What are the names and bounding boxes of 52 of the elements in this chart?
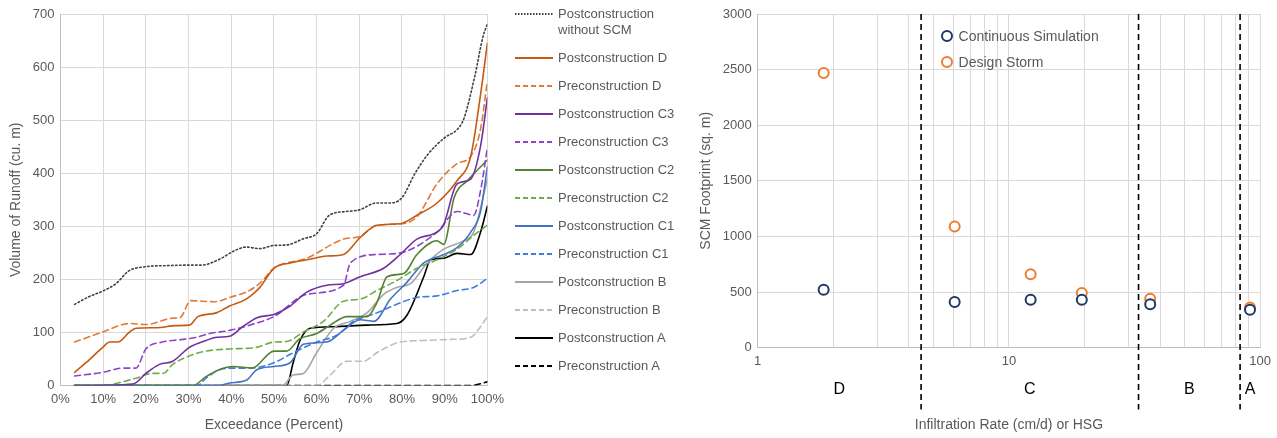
legend-label: Preconstruction C2 — [558, 190, 669, 206]
x-tick-label: 70% — [346, 390, 373, 406]
y-tick-label: 1000 — [722, 227, 752, 243]
legend-label: Preconstruction D — [558, 78, 662, 94]
legend-label: Preconstruction B — [558, 302, 661, 318]
legend-label: Postconstruction C2 — [558, 162, 675, 178]
y-tick-label: 100 — [32, 324, 55, 340]
y-tick-label: 2000 — [722, 116, 752, 132]
x-tick-label: 60% — [303, 390, 331, 406]
y-tick-label: 300 — [32, 217, 55, 233]
y-tick-label: 1500 — [722, 172, 752, 188]
x-tick-label: 50% — [260, 390, 288, 406]
y-axis-title: Volume of Runoff (cu. m) — [7, 122, 24, 278]
y-tick-label: 700 — [32, 5, 55, 21]
y-tick-label: 400 — [32, 164, 55, 180]
legend-label: Postconstruction A — [558, 330, 666, 346]
x-tick-label: 90% — [431, 390, 459, 406]
x-tick-label: 10 — [1001, 352, 1017, 368]
x-tick-label: 30% — [175, 390, 202, 406]
legend-label: Postconstruction B — [558, 274, 667, 290]
x-tick-label: 1 — [754, 352, 762, 368]
text: C — [1024, 380, 1036, 398]
text: D — [833, 380, 846, 398]
legend-label: Postconstruction without SCM — [558, 6, 656, 38]
legend-label: Postconstruction D — [558, 50, 668, 66]
y-tick-label: 500 — [730, 283, 752, 299]
y-axis-title: SCM Footprint (sq. m) — [697, 111, 714, 250]
x-axis-title: Infiltration Rate (cm/d) or HSG — [914, 416, 1104, 433]
legend-label: Postconstruction C3 — [558, 106, 675, 122]
text: B — [1183, 380, 1195, 398]
x-tick-label: 80% — [388, 390, 416, 406]
legend-label: Preconstruction A — [558, 358, 660, 374]
x-tick-label: 10% — [90, 390, 117, 406]
x-tick-label: 100% — [470, 390, 505, 406]
y-tick-label: 0 — [744, 339, 752, 355]
legend-label: Preconstruction C3 — [558, 134, 669, 150]
x-tick-label: 20% — [132, 390, 160, 406]
text: A — [1244, 380, 1256, 398]
y-tick-label: 500 — [32, 111, 55, 127]
legend-label: Design Storm — [958, 54, 1044, 70]
legend-label: Preconstruction C1 — [558, 246, 669, 262]
x-tick-label: 40% — [218, 390, 245, 406]
y-tick-label: 0 — [47, 377, 55, 393]
y-tick-label: 200 — [32, 271, 55, 287]
x-tick-label: 0% — [51, 390, 71, 406]
y-tick-label: 2500 — [722, 61, 752, 77]
x-tick-label: 100 — [1249, 352, 1272, 368]
legend-label: Postconstruction C1 — [558, 218, 675, 234]
y-tick-label: 3000 — [722, 5, 752, 21]
legend-label: Continuous Simulation — [958, 28, 1099, 44]
x-axis-title: Exceedance (Percent) — [204, 416, 344, 433]
y-tick-label: 600 — [32, 58, 55, 74]
